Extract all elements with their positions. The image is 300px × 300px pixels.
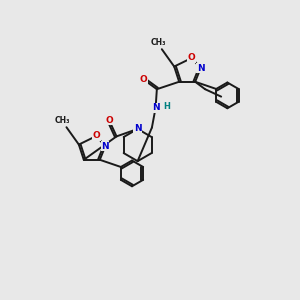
Text: CH₃: CH₃ [55,116,70,125]
Text: O: O [93,131,100,140]
Text: N: N [197,64,204,73]
Text: O: O [105,116,113,125]
Text: N: N [152,103,159,112]
Text: O: O [188,53,196,62]
Text: H: H [163,102,170,111]
Text: N: N [101,142,109,151]
Text: CH₃: CH₃ [150,38,166,47]
Text: O: O [140,75,147,84]
Text: N: N [134,124,141,134]
